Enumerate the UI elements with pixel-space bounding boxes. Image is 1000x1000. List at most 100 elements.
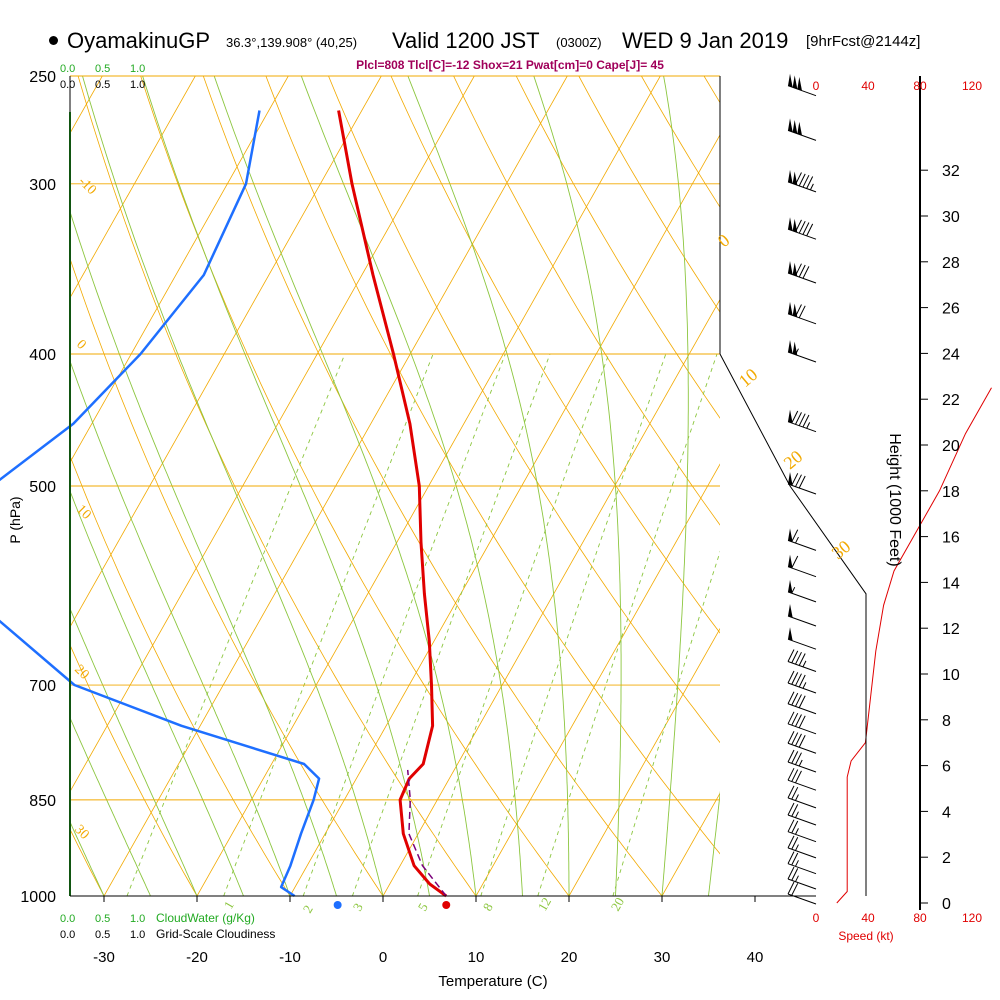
wind-barb-flag bbox=[791, 473, 799, 486]
wind-barb-flag bbox=[795, 714, 802, 727]
moist-adiabat-line bbox=[300, 76, 523, 896]
wind-barb-flag bbox=[791, 672, 799, 685]
wind-barb-flag bbox=[806, 176, 814, 189]
dry-adiabat-line bbox=[328, 76, 720, 744]
wind-barb-pennant bbox=[792, 341, 798, 356]
moist-adiabat-line bbox=[70, 716, 151, 896]
height-tick-label: 16 bbox=[942, 530, 960, 547]
moist-adiabat-line bbox=[70, 210, 337, 896]
height-tick-label: 14 bbox=[942, 575, 960, 592]
wind-barb-pennant bbox=[792, 303, 798, 318]
dry-adiabat-label: -10 bbox=[75, 174, 99, 198]
mixing-ratio-label: 8 bbox=[480, 900, 496, 913]
wind-barb-flag bbox=[798, 735, 806, 748]
wind-barb-flag bbox=[791, 751, 799, 764]
pressure-tick-label: 400 bbox=[29, 347, 56, 364]
wind-barb-pennant bbox=[792, 120, 798, 134]
sounding-statistics: Plcl=808 Tlcl[C]=-12 Shox=21 Pwat[cm]=0 … bbox=[356, 58, 664, 72]
wind-barb bbox=[787, 579, 817, 603]
wind-barb-staff bbox=[787, 723, 817, 735]
wind-barb bbox=[787, 670, 817, 694]
speed-tick-label-bottom: 80 bbox=[913, 911, 927, 925]
wind-barb-pennant bbox=[788, 627, 793, 641]
wind-barb-staff bbox=[787, 351, 817, 363]
wind-barb-flag bbox=[798, 220, 806, 234]
valid-date: WED 9 Jan 2019 bbox=[622, 28, 789, 53]
moist-adiabat-line bbox=[533, 76, 622, 896]
wind-barb-half-flag bbox=[795, 348, 799, 355]
wind-barb-staff bbox=[787, 831, 817, 843]
tropopause-boundary bbox=[719, 353, 867, 896]
dry-adiabat-line bbox=[578, 76, 720, 313]
wind-barb-staff bbox=[787, 847, 817, 859]
wind-barb bbox=[787, 409, 817, 433]
dry-adiabat-line bbox=[752, 52, 1000, 925]
height-tick-label: 28 bbox=[942, 255, 960, 272]
pressure-tick-label: 300 bbox=[29, 177, 56, 194]
wind-barb-flag bbox=[791, 836, 799, 850]
height-tick-label: 6 bbox=[942, 759, 951, 776]
speed-axis-label: Speed (kt) bbox=[838, 929, 893, 943]
wind-barb bbox=[787, 261, 817, 284]
isotherm-line bbox=[0, 76, 9, 896]
wind-barb-staff bbox=[787, 761, 817, 773]
wind-barb-flag bbox=[798, 674, 806, 688]
wind-barb bbox=[787, 528, 817, 551]
cloud-water-tick-top: 0.5 bbox=[95, 63, 110, 75]
wind-barb-flag bbox=[787, 731, 795, 744]
x-axis-label: Temperature (C) bbox=[438, 973, 547, 990]
wind-barb-flag bbox=[791, 712, 799, 726]
height-tick-label: 4 bbox=[942, 804, 951, 821]
wind-barb-half-flag bbox=[795, 860, 799, 867]
moist-adiabat-line bbox=[142, 76, 430, 896]
wind-barb bbox=[787, 731, 817, 754]
wind-barb-flag bbox=[791, 650, 799, 664]
wind-barb bbox=[787, 554, 817, 578]
wind-barb-flag bbox=[791, 804, 799, 817]
wind-barb-flag bbox=[795, 651, 802, 665]
dry-adiabat-line bbox=[140, 76, 570, 896]
theta-e-label: 20 bbox=[780, 446, 807, 473]
wind-barb bbox=[787, 472, 817, 495]
theta-e-label: 0 bbox=[714, 230, 734, 251]
temperature-tick-label: -10 bbox=[279, 949, 301, 966]
dry-adiabat-line bbox=[70, 257, 384, 896]
dry-adiabat-line bbox=[515, 76, 720, 419]
mixing-ratio-line bbox=[302, 353, 506, 896]
height-tick-label: 22 bbox=[942, 392, 960, 409]
mixing-ratio-line bbox=[537, 353, 718, 896]
wind-barb-flag bbox=[791, 555, 799, 569]
temperature-tick-label: -30 bbox=[93, 949, 115, 966]
wind-barb-flag bbox=[802, 174, 810, 188]
temperature-tick-label: 0 bbox=[379, 949, 387, 966]
mixing-ratio-label: 2 bbox=[300, 902, 316, 915]
moist-adiabat-line bbox=[70, 489, 244, 896]
cloudiness-tick-top: 1.0 bbox=[130, 79, 145, 91]
wind-barb-pennant bbox=[792, 75, 798, 90]
wind-barb-flag bbox=[791, 852, 799, 866]
pressure-tick-label: 1000 bbox=[20, 889, 56, 906]
wind-barb-flag bbox=[798, 653, 806, 666]
wind-barb-pennant bbox=[788, 528, 793, 543]
wind-barb-flag bbox=[787, 881, 795, 895]
temperature-tick-label: 30 bbox=[654, 949, 671, 966]
wind-barb-pennant bbox=[788, 118, 793, 133]
wind-barb-flag bbox=[791, 868, 799, 881]
wind-barb-pennant bbox=[788, 169, 793, 184]
mixing-ratio-line bbox=[612, 550, 720, 896]
mixing-ratio-label: 1 bbox=[221, 898, 237, 911]
wind-barb-pennant bbox=[788, 73, 793, 88]
dry-adiabat-line bbox=[70, 454, 291, 896]
wind-barb-staff bbox=[787, 742, 817, 754]
wind-barb-flag bbox=[787, 691, 795, 705]
moist-adiabat-line bbox=[70, 359, 291, 896]
pressure-tick-label: 850 bbox=[29, 793, 56, 810]
grid-clip-group-inner bbox=[0, 52, 1000, 925]
wind-barb bbox=[787, 711, 817, 735]
height-tick-label: 12 bbox=[942, 621, 960, 638]
parcel-profile-line bbox=[406, 769, 447, 897]
wind-barb bbox=[787, 835, 817, 859]
wind-barb-staff bbox=[787, 779, 817, 791]
wind-barb bbox=[787, 851, 817, 875]
